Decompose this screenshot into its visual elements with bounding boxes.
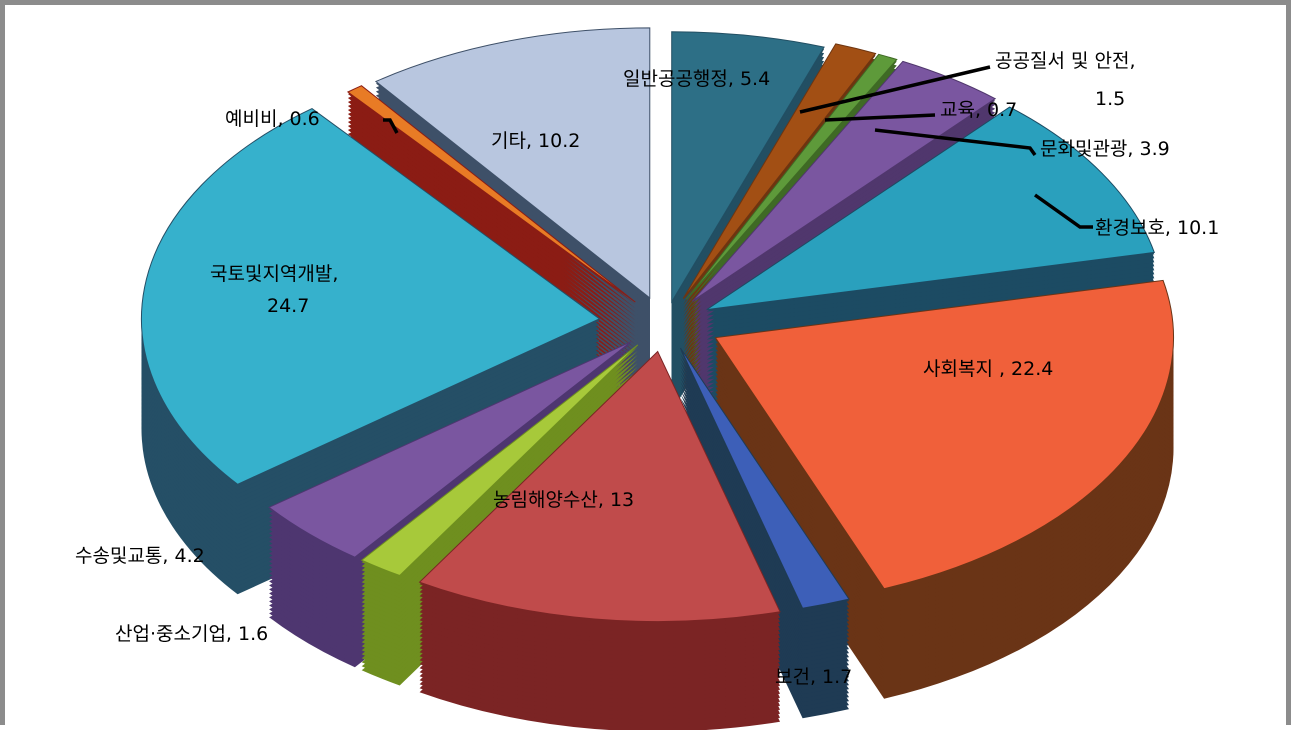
data-label-교육: 교육, 0.7 [940,99,1017,121]
slice-환경보호 [706,106,1155,311]
data-label-예비비: 예비비, 0.6 [225,108,320,130]
data-label-공공질서-및-안전: 공공질서 및 안전, [995,50,1135,72]
slice-농림해양수산 [418,350,781,623]
slice-산업-중소기업 [360,344,639,577]
slice-교육 [685,53,898,300]
data-label-사회복지: 사회복지 , 22.4 [923,358,1053,380]
data-label-산업-중소기업: 산업·중소기업, 1.6 [115,623,268,645]
data-label-농림해양수산: 농림해양수산, 13 [493,489,634,511]
leader-lines [383,65,1093,229]
data-label-수송및교통: 수송및교통, 4.2 [75,545,205,567]
slice-공공질서-및-안전 [682,43,877,299]
slice-수송및교통 [268,341,632,558]
slice-문화및관광 [691,60,997,302]
leader-line-reserve [383,118,399,134]
data-label-국토및지역개발-line2: 24.7 [267,295,309,317]
slice-예비비 [346,85,636,303]
slice-보건 [679,347,850,609]
leader-line-culture [874,128,1037,157]
data-label-일반공공행정: 일반공공행정, 5.4 [623,68,770,90]
slice-국토및지역개발 [140,108,601,485]
pie-chart: 일반공공행정, 5.4 공공질서 및 안전, 1.5 교육, 0.7 문화및관광, 3.… [75,27,1219,730]
data-label-공공질서-및-안전-line2: 1.5 [1095,88,1125,110]
slice-일반공공행정 [671,31,825,304]
data-label-보건: 보건, 1.7 [775,666,852,688]
data-label-환경보호: 환경보호, 10.1 [1095,217,1219,239]
leader-line-environment [1033,193,1093,229]
data-label-국토및지역개발: 국토및지역개발, [210,263,338,285]
leader-line-public-order [799,65,991,114]
leader-line-education [824,113,936,122]
data-label-기타: 기타, 10.2 [491,130,580,152]
slice-tops [140,27,1174,623]
slice-기타 [374,27,651,299]
data-labels: 일반공공행정, 5.4 공공질서 및 안전, 1.5 교육, 0.7 문화및관광, 3.… [75,50,1219,688]
slice-depth-layer [686,60,897,306]
slice-사회복지 [714,279,1174,590]
data-label-문화및관광: 문화및관광, 3.9 [1040,138,1170,160]
